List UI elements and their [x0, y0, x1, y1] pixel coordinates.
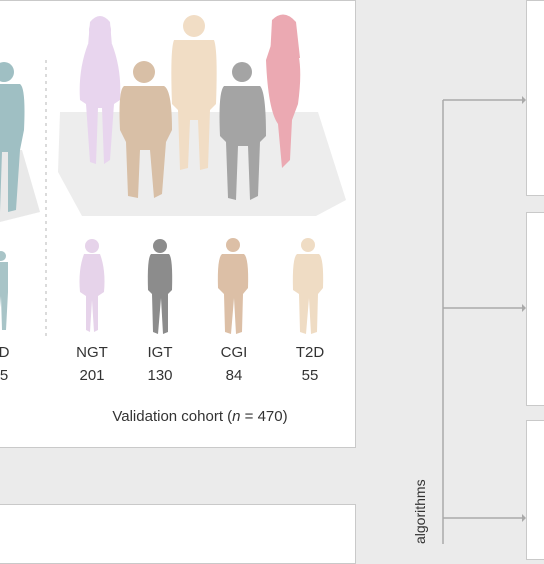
arrow-heads [522, 96, 526, 522]
red-woman-figure [266, 14, 301, 168]
group-count-igt: 130 [147, 367, 173, 384]
validation-cohort-caption: Validation cohort (n = 470) [112, 408, 288, 425]
igt-small-figure [147, 239, 173, 334]
pink-woman-figure [79, 16, 121, 164]
group-count-cgi: 84 [225, 367, 243, 384]
algorithms-side-label: algorithms [412, 479, 428, 544]
group-label-igt: IGT [147, 344, 173, 361]
gray-man-figure [219, 62, 266, 200]
group-count-t2d: 55 [301, 367, 319, 384]
group-count-ngt: 201 [79, 367, 105, 384]
teal-figure-small [0, 251, 8, 330]
cgi-small-figure [217, 238, 249, 334]
left-cut-count: 5 [0, 367, 9, 384]
group-label-cgi: CGI [220, 344, 248, 361]
right-box-top [526, 0, 544, 196]
ngt-small-figure [79, 239, 105, 332]
ground-shadow [0, 150, 40, 222]
teal-figure-top [0, 62, 25, 212]
group-label-t2d: T2D [295, 344, 325, 361]
right-box-middle [526, 212, 544, 406]
illustration [0, 14, 526, 544]
tan-man-figure [119, 61, 172, 198]
group-label-ngt: NGT [76, 344, 108, 361]
t2d-small-figure [292, 238, 324, 334]
left-cut-label: D [0, 344, 10, 361]
flow-connectors [442, 99, 522, 544]
beige-man-figure [171, 15, 217, 170]
